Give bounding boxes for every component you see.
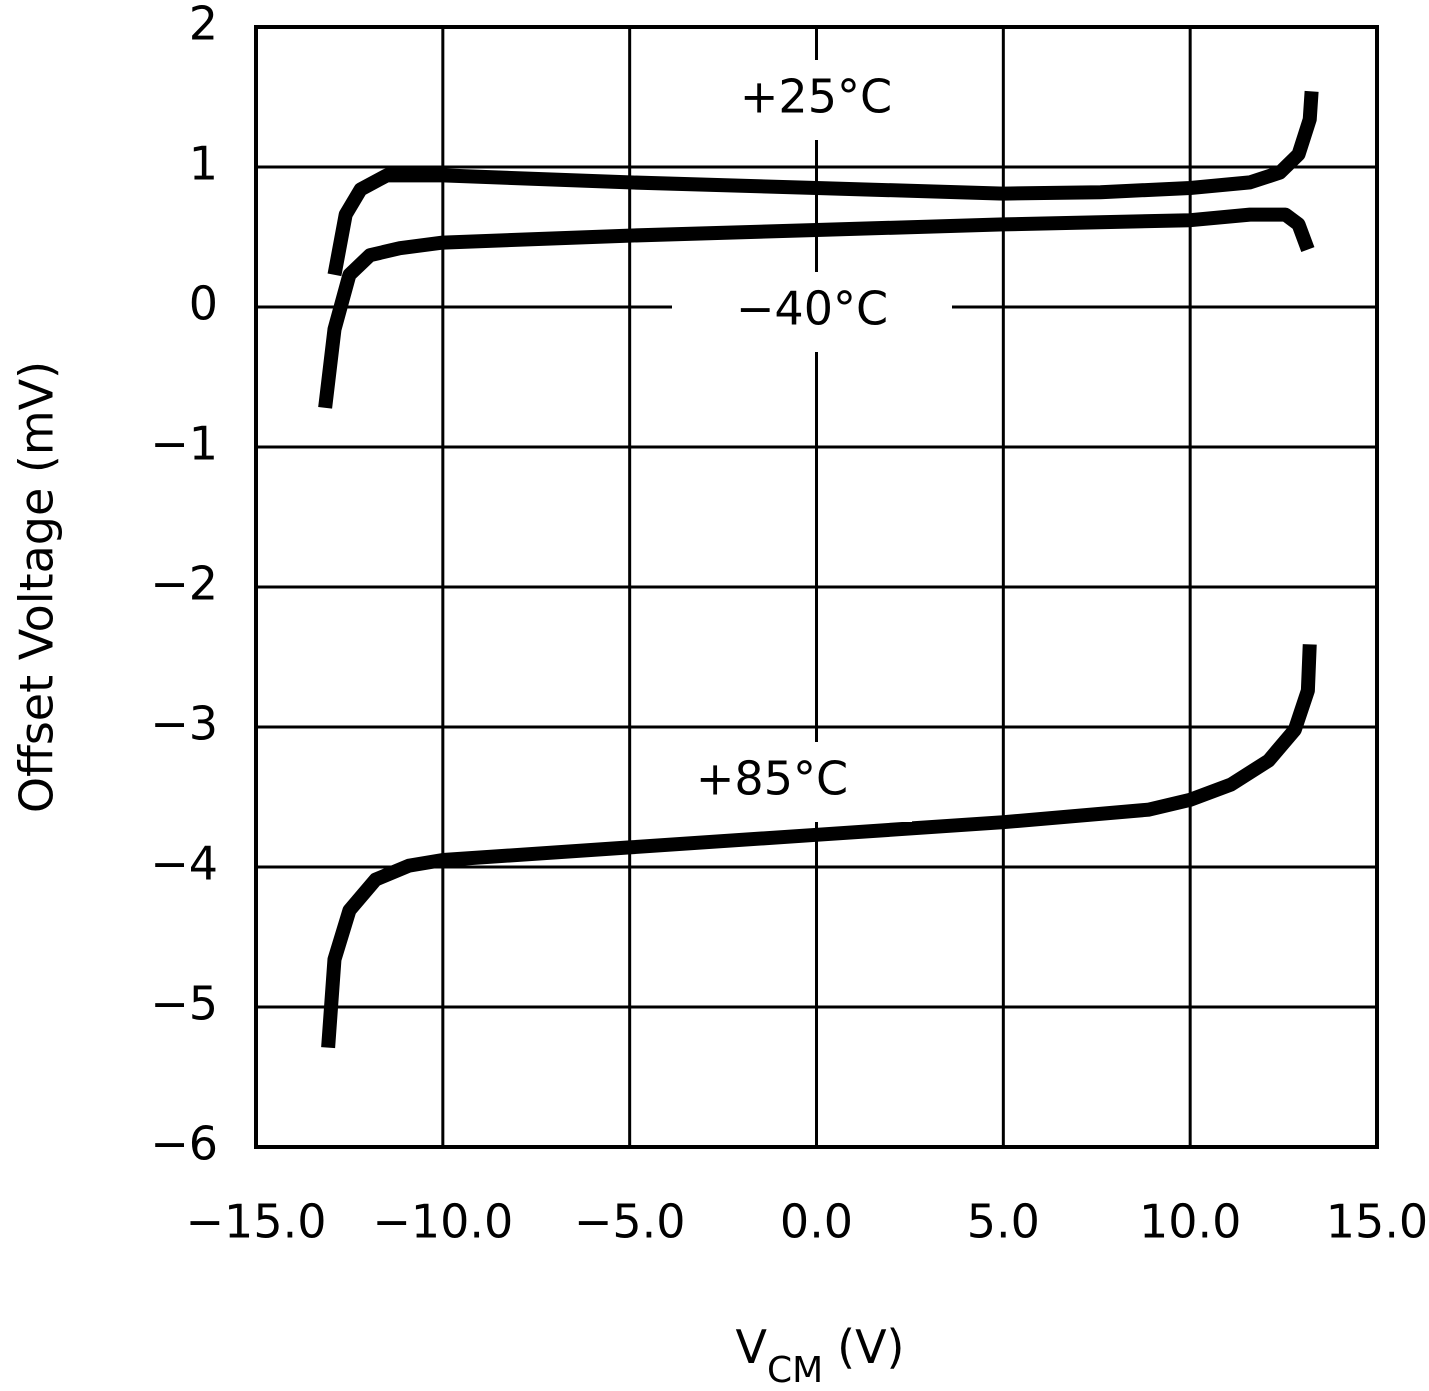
series-line xyxy=(321,644,1317,1049)
x-label-unit: (V) xyxy=(837,1320,904,1374)
y-tick-label: −4 xyxy=(150,837,218,891)
x-tick-label: −15.0 xyxy=(186,1195,327,1249)
series-label: +25°C xyxy=(740,70,892,124)
y-tick-label: −1 xyxy=(150,417,218,471)
y-tick-label: 1 xyxy=(189,137,218,191)
label-backing xyxy=(676,60,956,140)
plot-frame xyxy=(254,25,1379,1149)
y-tick-label: −3 xyxy=(150,697,218,751)
x-label-sub: CM xyxy=(767,1350,823,1391)
x-tick-label: 5.0 xyxy=(967,1195,1040,1249)
y-tick-label: −5 xyxy=(150,977,218,1031)
y-tick-label: −2 xyxy=(150,557,218,611)
series-label: −40°C xyxy=(736,282,888,336)
x-label-main: V xyxy=(735,1320,767,1374)
y-axis-label: Offset Voltage (mV) xyxy=(10,361,64,813)
label-backing xyxy=(632,742,912,822)
label-backing xyxy=(672,272,952,352)
x-tick-label: 15.0 xyxy=(1326,1195,1428,1249)
y-tick-label: 0 xyxy=(189,277,218,331)
series-label: +85°C xyxy=(696,752,848,806)
x-tick-label: 10.0 xyxy=(1139,1195,1241,1249)
x-tick-label: 0.0 xyxy=(780,1195,853,1249)
series-line xyxy=(318,207,1315,409)
series-line xyxy=(327,90,1319,277)
x-axis-label: VCM (V) xyxy=(735,1320,904,1391)
x-tick-label: −5.0 xyxy=(574,1195,686,1249)
y-tick-label: −6 xyxy=(150,1117,218,1171)
y-tick-label: 2 xyxy=(189,0,218,51)
x-tick-label: −10.0 xyxy=(372,1195,513,1249)
